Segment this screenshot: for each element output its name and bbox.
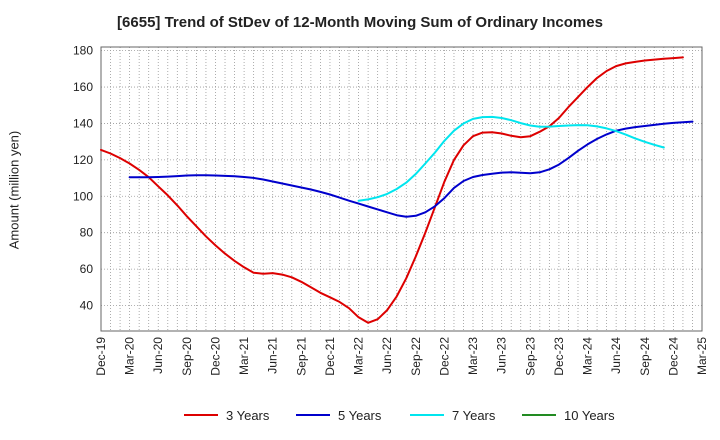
series-layer	[100, 56, 694, 324]
x-tick-labels: Dec-19 Mar-20 Jun-20 Sep-20 Dec-20 Mar-21 Jun-…	[94, 337, 709, 376]
y-tick-label: 60	[80, 262, 94, 276]
x-tick-label: Dec-20	[208, 337, 222, 376]
legend-label: 5 Years	[338, 408, 382, 423]
x-tick-label: Sep-20	[180, 337, 194, 376]
x-tick-label: Dec-21	[323, 337, 337, 376]
x-tick-label: Jun-24	[609, 337, 623, 374]
x-tick-label: Mar-25	[695, 337, 709, 375]
y-tick-label: 40	[80, 299, 94, 313]
x-tick-label: Jun-23	[495, 337, 509, 374]
y-tick-label: 100	[73, 189, 93, 203]
legend-label: 7 Years	[452, 408, 496, 423]
x-tick-label: Dec-23	[552, 337, 566, 376]
plot-frame	[100, 46, 703, 332]
legend: 3 Years 5 Years 7 Years 10 Years	[184, 408, 615, 423]
x-tick-label: Dec-24	[666, 337, 680, 376]
y-tick-label: 80	[80, 226, 94, 240]
series-line-3-years	[100, 56, 684, 324]
x-tick-label: Dec-19	[94, 337, 108, 376]
x-tick-label: Sep-21	[294, 337, 308, 376]
legend-label: 10 Years	[564, 408, 615, 423]
x-tick-label: Dec-22	[437, 337, 451, 376]
x-tick-label: Mar-22	[352, 337, 366, 375]
y-tick-label: 180	[73, 44, 93, 58]
x-tick-label: Mar-21	[237, 337, 251, 375]
chart-title: [6655] Trend of StDev of 12-Month Moving…	[117, 14, 603, 31]
y-tick-label: 140	[73, 116, 93, 130]
x-tick-label: Jun-22	[380, 337, 394, 374]
y-tick-label: 160	[73, 80, 93, 94]
x-tick-label: Mar-24	[581, 337, 595, 375]
x-tick-label: Sep-24	[638, 337, 652, 376]
x-tick-label: Sep-23	[523, 337, 537, 376]
x-tick-label: Jun-20	[151, 337, 165, 374]
x-tick-label: Jun-21	[266, 337, 280, 374]
y-tick-labels: 40 60 80 100 120 140 160 180	[73, 44, 93, 313]
series-line-7-years	[357, 115, 665, 202]
legend-label: 3 Years	[226, 408, 270, 423]
x-tick-label: Sep-22	[409, 337, 423, 376]
series-line-5-years	[128, 120, 694, 218]
x-tick-label: Mar-23	[466, 337, 480, 375]
x-tick-label: Mar-20	[123, 337, 137, 375]
y-tick-label: 120	[73, 153, 93, 167]
